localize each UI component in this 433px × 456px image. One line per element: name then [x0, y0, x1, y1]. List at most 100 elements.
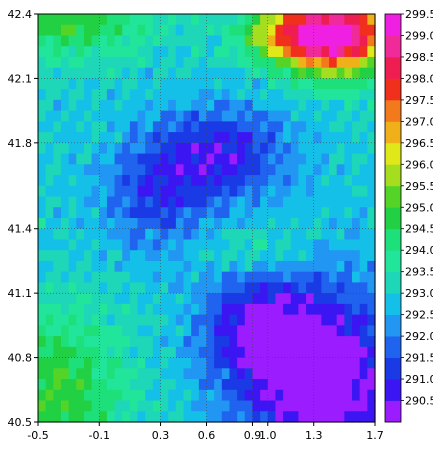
heatmap-cell — [168, 35, 177, 47]
heatmap-cell — [237, 24, 246, 37]
heatmap-cell — [283, 24, 292, 37]
heatmap-cell — [114, 303, 123, 316]
heatmap-cell — [267, 250, 277, 262]
heatmap-cell — [306, 207, 315, 219]
heatmap-cell — [298, 99, 307, 112]
heatmap-cell — [76, 400, 85, 412]
heatmap-cell — [183, 175, 192, 187]
heatmap-cell — [221, 336, 231, 348]
heatmap-cell — [76, 260, 85, 273]
heatmap-cell — [198, 153, 208, 165]
heatmap-cell — [344, 346, 353, 359]
heatmap-cell — [68, 368, 77, 380]
heatmap-cell — [229, 314, 238, 326]
heatmap-cell — [260, 78, 269, 90]
heatmap-cell — [344, 293, 353, 305]
heatmap-cell — [91, 35, 100, 47]
heatmap-cell — [145, 132, 154, 144]
heatmap-cell — [152, 14, 162, 26]
heatmap-cell — [45, 260, 54, 273]
heatmap-cell — [229, 250, 238, 262]
heatmap-cell — [152, 46, 162, 58]
heatmap-cell — [137, 121, 146, 133]
heatmap-cell — [45, 110, 54, 122]
heatmap-cell — [152, 228, 162, 241]
heatmap-cell — [106, 314, 116, 326]
heatmap-cell — [168, 185, 177, 198]
heatmap-cell — [83, 346, 93, 359]
heatmap-cell — [221, 207, 231, 219]
heatmap-cell — [329, 260, 338, 273]
heatmap-cell — [160, 218, 169, 230]
heatmap-cell — [267, 303, 277, 316]
heatmap-cell — [45, 207, 54, 219]
heatmap-cell — [76, 207, 85, 219]
heatmap-cell — [191, 303, 200, 316]
heatmap-cell — [344, 228, 353, 241]
heatmap-cell — [344, 218, 353, 230]
heatmap-cell — [237, 132, 246, 144]
heatmap-cell — [137, 303, 146, 316]
heatmap-cell — [206, 325, 215, 337]
heatmap-cell — [275, 389, 284, 402]
heatmap-cell — [344, 314, 353, 326]
heatmap-cell — [206, 303, 215, 316]
heatmap-cell — [191, 185, 200, 198]
heatmap-cell — [260, 325, 269, 337]
heatmap-cell — [221, 379, 231, 391]
heatmap-cell — [60, 303, 70, 316]
heatmap-cell — [214, 346, 223, 359]
heatmap-cell — [352, 325, 361, 337]
heatmap-cell — [206, 250, 215, 262]
heatmap-cell — [359, 142, 368, 155]
heatmap-cell — [38, 336, 47, 348]
heatmap-cell — [352, 293, 361, 305]
heatmap-cell — [229, 260, 238, 273]
heatmap-cell — [99, 35, 108, 47]
heatmap-cell — [252, 196, 261, 208]
heatmap-cell — [344, 56, 353, 69]
heatmap-cell — [306, 89, 315, 101]
heatmap-cell — [306, 357, 315, 369]
heatmap-cell — [252, 24, 261, 37]
heatmap-cell — [145, 303, 154, 316]
heatmap-cell — [99, 207, 108, 219]
heatmap-cell — [152, 89, 162, 101]
heatmap-cell — [60, 142, 70, 155]
heatmap-cell — [137, 271, 146, 284]
heatmap-cell — [359, 325, 368, 337]
heatmap-cell — [183, 142, 192, 155]
heatmap-cell — [191, 379, 200, 391]
heatmap-cell — [229, 293, 238, 305]
heatmap-cell — [152, 325, 162, 337]
heatmap-cell — [122, 218, 131, 230]
heatmap-cell — [122, 260, 131, 273]
heatmap-cell — [206, 218, 215, 230]
heatmap-cell — [129, 271, 139, 284]
heatmap-cell — [313, 411, 322, 423]
heatmap-cell — [290, 346, 300, 359]
colorbar-label: 299.0 — [405, 29, 433, 42]
heatmap-cell — [45, 325, 54, 337]
heatmap-cell — [367, 260, 376, 273]
heatmap-cell — [168, 357, 177, 369]
heatmap-cell — [214, 121, 223, 133]
heatmap-cell — [298, 250, 307, 262]
heatmap-cell — [229, 379, 238, 391]
heatmap-cell — [45, 293, 54, 305]
heatmap-cell — [183, 207, 192, 219]
heatmap-cell — [329, 110, 338, 122]
heatmap-cell — [290, 282, 300, 294]
heatmap-cell — [114, 218, 123, 230]
y-axis: 40.540.841.141.441.842.142.4 — [8, 8, 38, 429]
heatmap-cell — [53, 99, 62, 112]
heatmap-cell — [114, 357, 123, 369]
heatmap-cell — [229, 400, 238, 412]
heatmap-cell — [336, 314, 345, 326]
heatmap-cell — [214, 175, 223, 187]
heatmap-cell — [352, 121, 361, 133]
heatmap-cell — [38, 314, 47, 326]
heatmap-cell — [106, 110, 116, 122]
heatmap-cell — [221, 325, 231, 337]
heatmap-cell — [68, 228, 77, 241]
